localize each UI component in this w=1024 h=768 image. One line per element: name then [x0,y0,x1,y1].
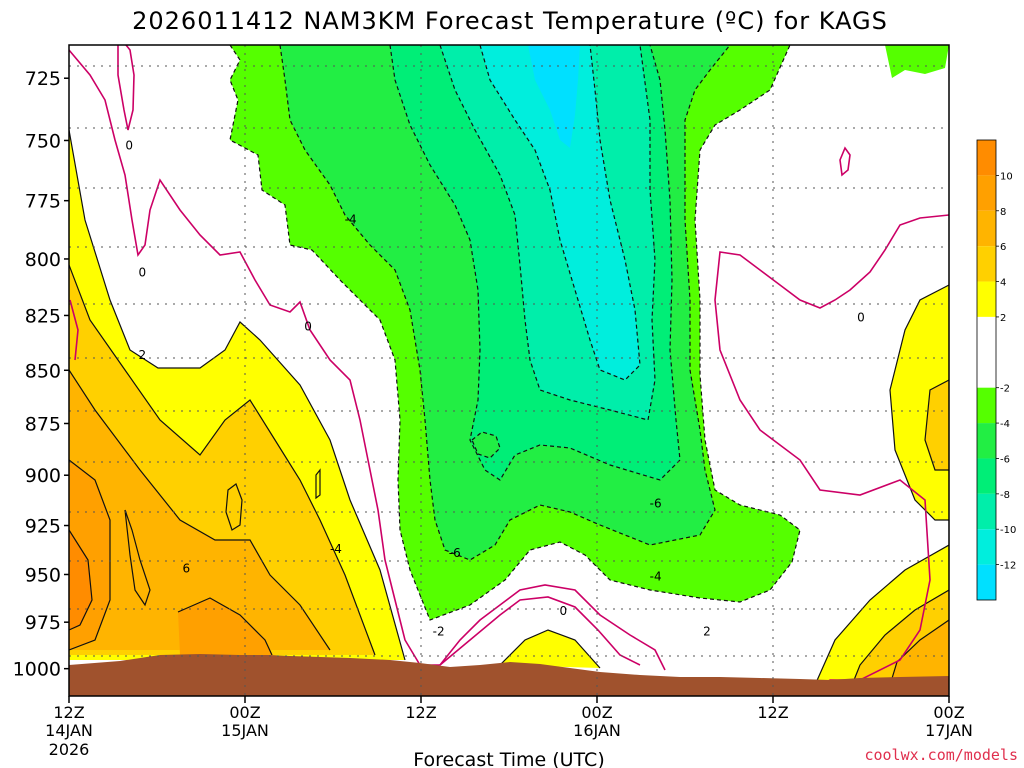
x-tick-date-label: 14JAN [45,721,93,740]
region-minus2-top-right [885,45,949,78]
contour-label: -2 [433,625,445,639]
region-minus10-to-minus12 [480,45,640,380]
x-tick-time-label: 00Z [933,703,964,722]
x-tick-date-label: 15JAN [221,721,269,740]
y-tick-label: 1000 [13,659,61,681]
colorbar-label: 8 [1000,207,1006,218]
zero-degree-contours [69,45,949,691]
y-tick-label: 775 [25,191,61,213]
grid [69,45,949,696]
colorbar-swatch [977,458,996,494]
contour-label: -4 [345,213,357,227]
x-axis-label: Forecast Time (UTC) [413,749,604,768]
colorbar-swatch [977,493,996,530]
x-tick-time-label: 12Z [757,703,788,722]
x-tick-date-label: 16JAN [573,721,621,740]
colorbar-label: -2 [1000,384,1010,395]
y-tick-label: 725 [25,68,61,90]
colorbar-swatch [977,246,996,282]
contour-label: 0 [857,311,865,325]
region-bottom-center-2-to-4 [500,630,600,668]
colorbar-label: 4 [1000,278,1006,289]
colorbar-swatch [977,175,996,211]
region-right-4-to-6 [925,380,949,470]
contour-label: 6 [183,562,191,576]
colorbar-label: 10 [1000,171,1013,182]
colorbar-frame [976,139,997,601]
colorbar-swatch [977,387,996,424]
contour-label: 0 [559,604,567,618]
positive-contours [69,129,949,686]
x-tick-time-label: 00Z [581,703,612,722]
colorbar-swatch [977,564,996,600]
contour-label: -4 [650,569,662,583]
colorbar-label: 6 [1000,242,1006,253]
x-tick-time-label: 12Z [53,703,84,722]
colorbar-label: -4 [1000,419,1010,430]
contour-label: 0 [304,320,312,334]
y-tick-label: 950 [25,564,61,586]
region-right-low-6-to-8 [890,620,949,685]
colorbar-label: -12 [1000,561,1016,572]
colorbar-label: 2 [1000,313,1006,324]
contour-label: -6 [650,497,662,511]
colorbar-swatch [977,529,996,565]
x-tick-year-label: 2026 [49,740,90,759]
contour-label: -4 [330,542,342,556]
y-tick-label: 825 [25,305,61,327]
y-tick-label: 875 [25,413,61,435]
terrain-surface [69,654,949,696]
y-tick-label: 925 [25,516,61,538]
region-minus6-blob [472,432,500,458]
region-8-to-10-b [178,598,272,655]
y-tick-label: 800 [25,249,61,271]
region-6-to-8 [69,370,330,650]
contour-label: 2 [139,348,147,362]
source-credit: coolwx.com/models [864,746,1018,764]
colorbar-swatch [977,210,996,247]
contour-label: 0 [139,266,147,280]
y-tick-label: 750 [25,130,61,152]
colorbar-swatch [977,316,996,388]
contour-label: 2 [703,625,711,639]
colorbar-label: -8 [1000,490,1010,501]
colorbar-label: -6 [1000,454,1010,465]
region-10-to-12 [69,530,92,630]
y-tick-label: 850 [25,360,61,382]
contour-label: 0 [125,138,133,152]
y-tick-label: 900 [25,465,61,487]
colorbar-swatch [977,281,996,317]
x-tick-time-label: 12Z [405,703,436,722]
colorbar-swatch [977,140,996,176]
contour-labels: 0 0 2 6 -4 0 -4 -6 -2 0 -6 -4 2 0 [125,138,865,638]
colorbar-swatch [977,423,996,459]
chart-title: 2026011412 NAM3KM Forecast Temperature (… [132,7,888,35]
colorbar: 10 8 6 4 2 -2 -4 -6 -8 -10 -12 [976,139,1016,601]
y-tick-label: 975 [25,612,61,634]
region-minus12-to-minus14 [528,45,580,148]
contour-label: -6 [449,546,461,560]
x-tick-time-label: 00Z [229,703,260,722]
colorbar-label: -10 [1000,525,1016,536]
negative-contours [229,45,801,621]
x-tick-date-label: 17JAN [925,721,973,740]
temperature-field [69,45,949,696]
y-axis: 725 750 775 800 825 850 875 900 925 950 975 1000 [13,68,69,681]
